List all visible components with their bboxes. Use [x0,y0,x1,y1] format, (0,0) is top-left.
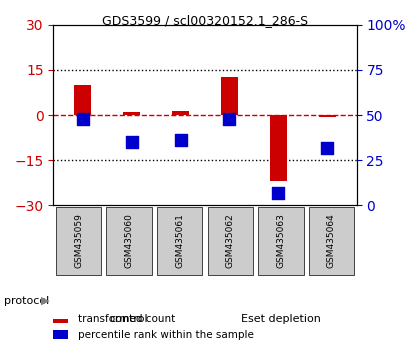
Text: percentile rank within the sample: percentile rank within the sample [77,330,253,339]
FancyBboxPatch shape [56,207,101,275]
Point [79,116,86,121]
FancyBboxPatch shape [106,207,151,275]
Text: ▶: ▶ [41,296,49,306]
Point [323,145,330,150]
Bar [220,78,238,115]
Bar [123,112,140,115]
Text: control: control [110,314,148,324]
FancyBboxPatch shape [308,207,353,275]
Text: transformed count: transformed count [77,314,174,324]
Point [226,116,232,121]
Point [128,139,135,145]
Point [274,190,281,195]
Point [177,137,183,143]
FancyBboxPatch shape [207,207,252,275]
Text: GSM435064: GSM435064 [326,213,335,268]
Bar [53,314,68,324]
Bar [74,85,91,115]
Text: GSM435059: GSM435059 [74,213,83,268]
Bar [53,330,68,339]
Text: GSM435063: GSM435063 [276,213,285,268]
Text: Eset depletion: Eset depletion [240,314,320,324]
Text: GSM435061: GSM435061 [175,213,184,268]
Text: GSM435060: GSM435060 [124,213,133,268]
Bar [318,115,335,116]
Text: protocol: protocol [4,296,49,306]
FancyBboxPatch shape [258,207,303,275]
Bar [171,110,189,115]
Text: GSM435062: GSM435062 [225,213,234,268]
Bar [269,115,286,181]
Text: GDS3599 / scl00320152.1_286-S: GDS3599 / scl00320152.1_286-S [102,14,307,27]
FancyBboxPatch shape [157,207,202,275]
